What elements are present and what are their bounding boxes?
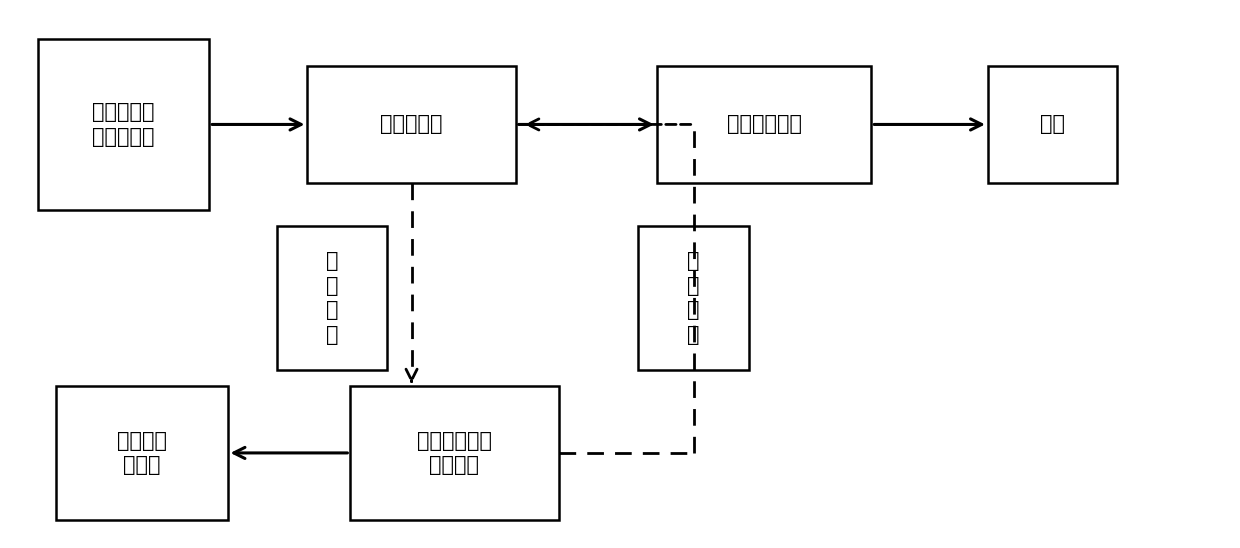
Text: 水
温
降
低: 水 温 降 低 bbox=[687, 251, 699, 345]
FancyBboxPatch shape bbox=[56, 386, 228, 520]
FancyBboxPatch shape bbox=[639, 226, 749, 370]
Text: 常温解吸大棚
地暖系统: 常温解吸大棚 地暖系统 bbox=[417, 431, 492, 475]
Text: 热交换系统: 热交换系统 bbox=[381, 115, 443, 134]
FancyBboxPatch shape bbox=[308, 66, 516, 183]
FancyBboxPatch shape bbox=[657, 66, 872, 183]
Text: 外运: 外运 bbox=[1039, 115, 1065, 134]
Text: 热解吸修复
后高温土壤: 热解吸修复 后高温土壤 bbox=[92, 102, 155, 147]
Text: 土壤除尘系统: 土壤除尘系统 bbox=[727, 115, 801, 134]
Text: 大棚内土
温升高: 大棚内土 温升高 bbox=[117, 431, 167, 475]
Text: 水
温
升
高: 水 温 升 高 bbox=[326, 251, 339, 345]
FancyBboxPatch shape bbox=[277, 226, 387, 370]
FancyBboxPatch shape bbox=[37, 39, 210, 210]
FancyBboxPatch shape bbox=[988, 66, 1116, 183]
FancyBboxPatch shape bbox=[350, 386, 559, 520]
